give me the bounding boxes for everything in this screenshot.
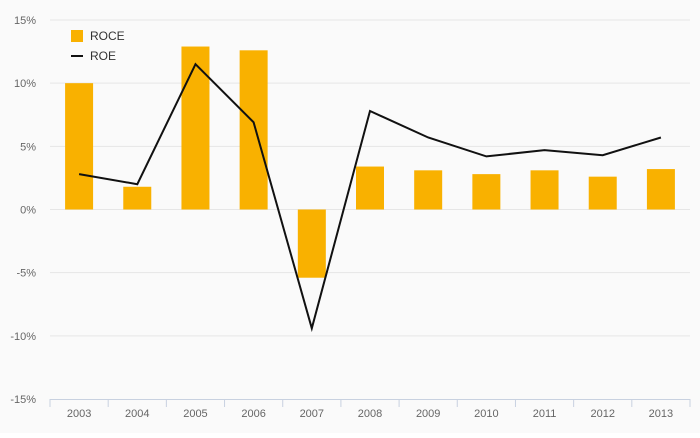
x-tick-label: 2013 [649,408,673,420]
roce-bar-2005[interactable] [181,46,210,210]
roe-point-2007[interactable] [309,325,315,331]
roce-bar-2003[interactable] [65,83,94,210]
roe-point-2013[interactable] [658,134,664,140]
roe-line[interactable] [78,62,662,333]
legend-label-roe: ROE [90,49,116,63]
roce-bar-2011[interactable] [530,170,559,210]
roce-bar-2012[interactable] [588,176,617,210]
x-tick-label: 2010 [474,408,498,420]
x-tick-label: 2007 [300,408,324,420]
roce-bar-2004[interactable] [123,186,152,210]
y-tick-label: 10% [14,78,36,90]
roe-point-2006[interactable] [251,119,257,125]
roe-point-2012[interactable] [600,152,606,158]
roe-point-2011[interactable] [542,147,548,153]
x-tick-label: 2003 [67,408,91,420]
axis-layer: -15% -10% -5% 0% 5% 10% 15% 2003 2004 2005 2006 200… [10,15,691,420]
line-layer [76,61,664,333]
legend-label-roce: ROCE [90,29,125,43]
x-tick-label: 2005 [183,408,207,420]
roce-bar-2010[interactable] [472,174,501,210]
legend[interactable]: ROCE ROE [71,29,125,63]
x-tick-label: 2004 [125,408,149,420]
roce-bar-2009[interactable] [414,170,443,210]
legend-swatch-roce [71,30,83,42]
x-tick-label: 2012 [590,408,614,420]
roce-bar-2006[interactable] [239,50,268,210]
y-tick-label: -15% [10,394,36,406]
y-tick-label: 15% [14,15,36,27]
x-tick-label: 2006 [241,408,265,420]
y-tick-label: -10% [10,331,36,343]
roce-bar-2008[interactable] [356,166,384,210]
x-tick-label: 2009 [416,408,440,420]
roe-point-2005[interactable] [192,61,198,67]
roe-point-2008[interactable] [367,108,373,114]
y-tick-label: 0% [20,205,36,217]
x-tick-label: 2011 [533,408,557,420]
legend-item-roce[interactable]: ROCE [71,29,125,43]
y-tick-label: -5% [16,268,36,280]
roe-point-2004[interactable] [134,181,140,187]
roe-point-2009[interactable] [425,134,431,140]
roe-point-2010[interactable] [483,153,489,159]
roce-bar-2007[interactable] [297,209,326,278]
roe-point-2003[interactable] [76,171,82,177]
bar-layer [65,46,675,278]
y-tick-label: 5% [20,141,36,153]
x-tick-label: 2008 [358,408,382,420]
roce-bar-2013[interactable] [646,169,675,210]
legend-item-roe[interactable]: ROE [71,49,116,63]
